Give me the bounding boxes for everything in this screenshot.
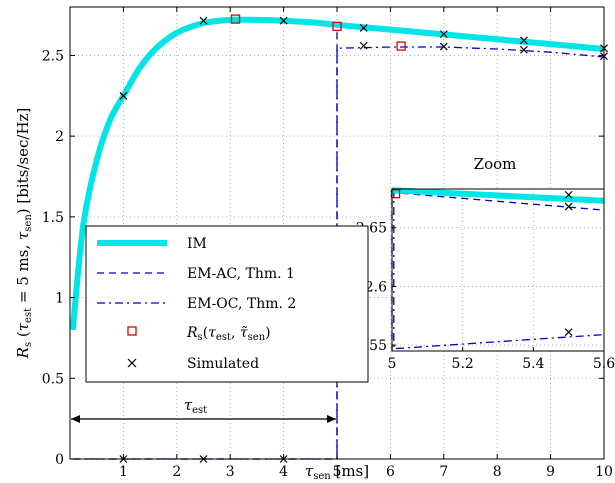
x-tick-label: 2 — [172, 464, 181, 480]
legend: IM EM-AC, Thm. 1 EM-OC, Thm. 2 Rs(τest, … — [85, 225, 369, 383]
x-tick-label: 10 — [595, 464, 613, 480]
x-axis-label: τsen [ms] — [305, 462, 369, 482]
legend-label-em-oc: EM-OC, Thm. 2 — [187, 296, 296, 312]
x-tick-label: 4 — [279, 464, 288, 480]
inset-x-tick-label: 5 — [388, 356, 397, 372]
marker-x-stroke — [519, 36, 528, 45]
y-tick-label: 0 — [55, 452, 64, 468]
x-tick-label: 8 — [493, 464, 502, 480]
tau-est-label: τest — [184, 396, 207, 416]
y-tick-label: 1.5 — [42, 210, 64, 226]
inset-background — [392, 189, 604, 351]
marker-x — [359, 24, 368, 32]
marker-x-stroke — [564, 202, 573, 211]
main-ticks: 1 2 3 4 5 6 7 8 9 10 0 0.5 1 1.5 2 2.5 — [42, 7, 613, 480]
marker-x — [279, 16, 288, 25]
marker-x-stroke — [519, 45, 528, 54]
marker-square — [332, 21, 342, 32]
legend-label-rs: Rs(τest, τ̃sen) — [186, 325, 271, 343]
zoom-inset: 5 5.2 5.4 5.62.552.62.65 Zoom — [356, 155, 615, 372]
marker-x — [359, 41, 368, 50]
marker-x-stroke — [439, 42, 448, 51]
x-tick-label: 6 — [386, 464, 395, 480]
legend-marker-square — [127, 326, 137, 336]
inset-markers — [390, 189, 573, 337]
legend-label-im: IM — [187, 236, 207, 252]
legend-box — [85, 225, 369, 383]
inset-grid — [392, 189, 604, 351]
marker-x-stroke — [359, 24, 368, 32]
marker-x-stroke — [279, 16, 288, 25]
marker-x-stroke — [564, 328, 573, 337]
marker-x-stroke — [359, 41, 368, 50]
marker-x — [439, 30, 448, 39]
x-tick-label: 1 — [119, 464, 128, 480]
series-im — [69, 16, 605, 331]
x-tick-label: 5 — [333, 464, 342, 480]
inset-marker-x — [564, 190, 573, 199]
inset-series-em-oc — [393, 189, 605, 350]
y-tick-label: 1 — [55, 291, 64, 307]
legend-label-simulated: Simulated — [187, 356, 259, 372]
marker-square — [396, 41, 406, 51]
marker-x — [119, 91, 128, 100]
x-tick-label: 3 — [226, 464, 235, 480]
inset-x-tick-label: 5.2 — [452, 356, 474, 372]
inset-x-tick-label: 5.4 — [522, 356, 544, 372]
marker-x-stroke — [439, 30, 448, 39]
inset-y-tick-label: 2.6 — [365, 279, 387, 295]
legend-marker-x — [127, 358, 137, 368]
tau-est-arrow-head-right — [327, 415, 336, 423]
marker-x-stroke — [564, 190, 573, 199]
y-tick-label: 2 — [55, 129, 64, 145]
inset-title: Zoom — [474, 155, 517, 173]
marker-x — [199, 16, 208, 25]
marker-x-stroke — [119, 91, 128, 100]
x-tick-label: 7 — [439, 464, 448, 480]
marker-x — [519, 45, 528, 54]
inset-marker-x — [564, 328, 573, 337]
y-tick-label: 2.5 — [42, 48, 64, 64]
legend-label-em-ac: EM-AC, Thm. 1 — [187, 266, 295, 282]
x-tick-label: 9 — [546, 464, 555, 480]
tau-est-annotation: τest — [71, 396, 336, 423]
inset-x-tick-label: 5.6 — [593, 356, 615, 372]
y-tick-label: 0.5 — [42, 371, 64, 387]
inset-series-im — [391, 187, 605, 204]
marker-square — [230, 14, 241, 24]
inset-marker-x — [564, 202, 573, 211]
inset-frame — [391, 188, 605, 352]
marker-x — [439, 42, 448, 51]
y-axis-label: Rs (τest = 5 ms, τsen) [bits/sec/Hz] — [14, 108, 34, 360]
marker-x-stroke — [199, 16, 208, 25]
tau-est-arrow-head-left — [71, 415, 80, 423]
marker-x — [519, 36, 528, 45]
